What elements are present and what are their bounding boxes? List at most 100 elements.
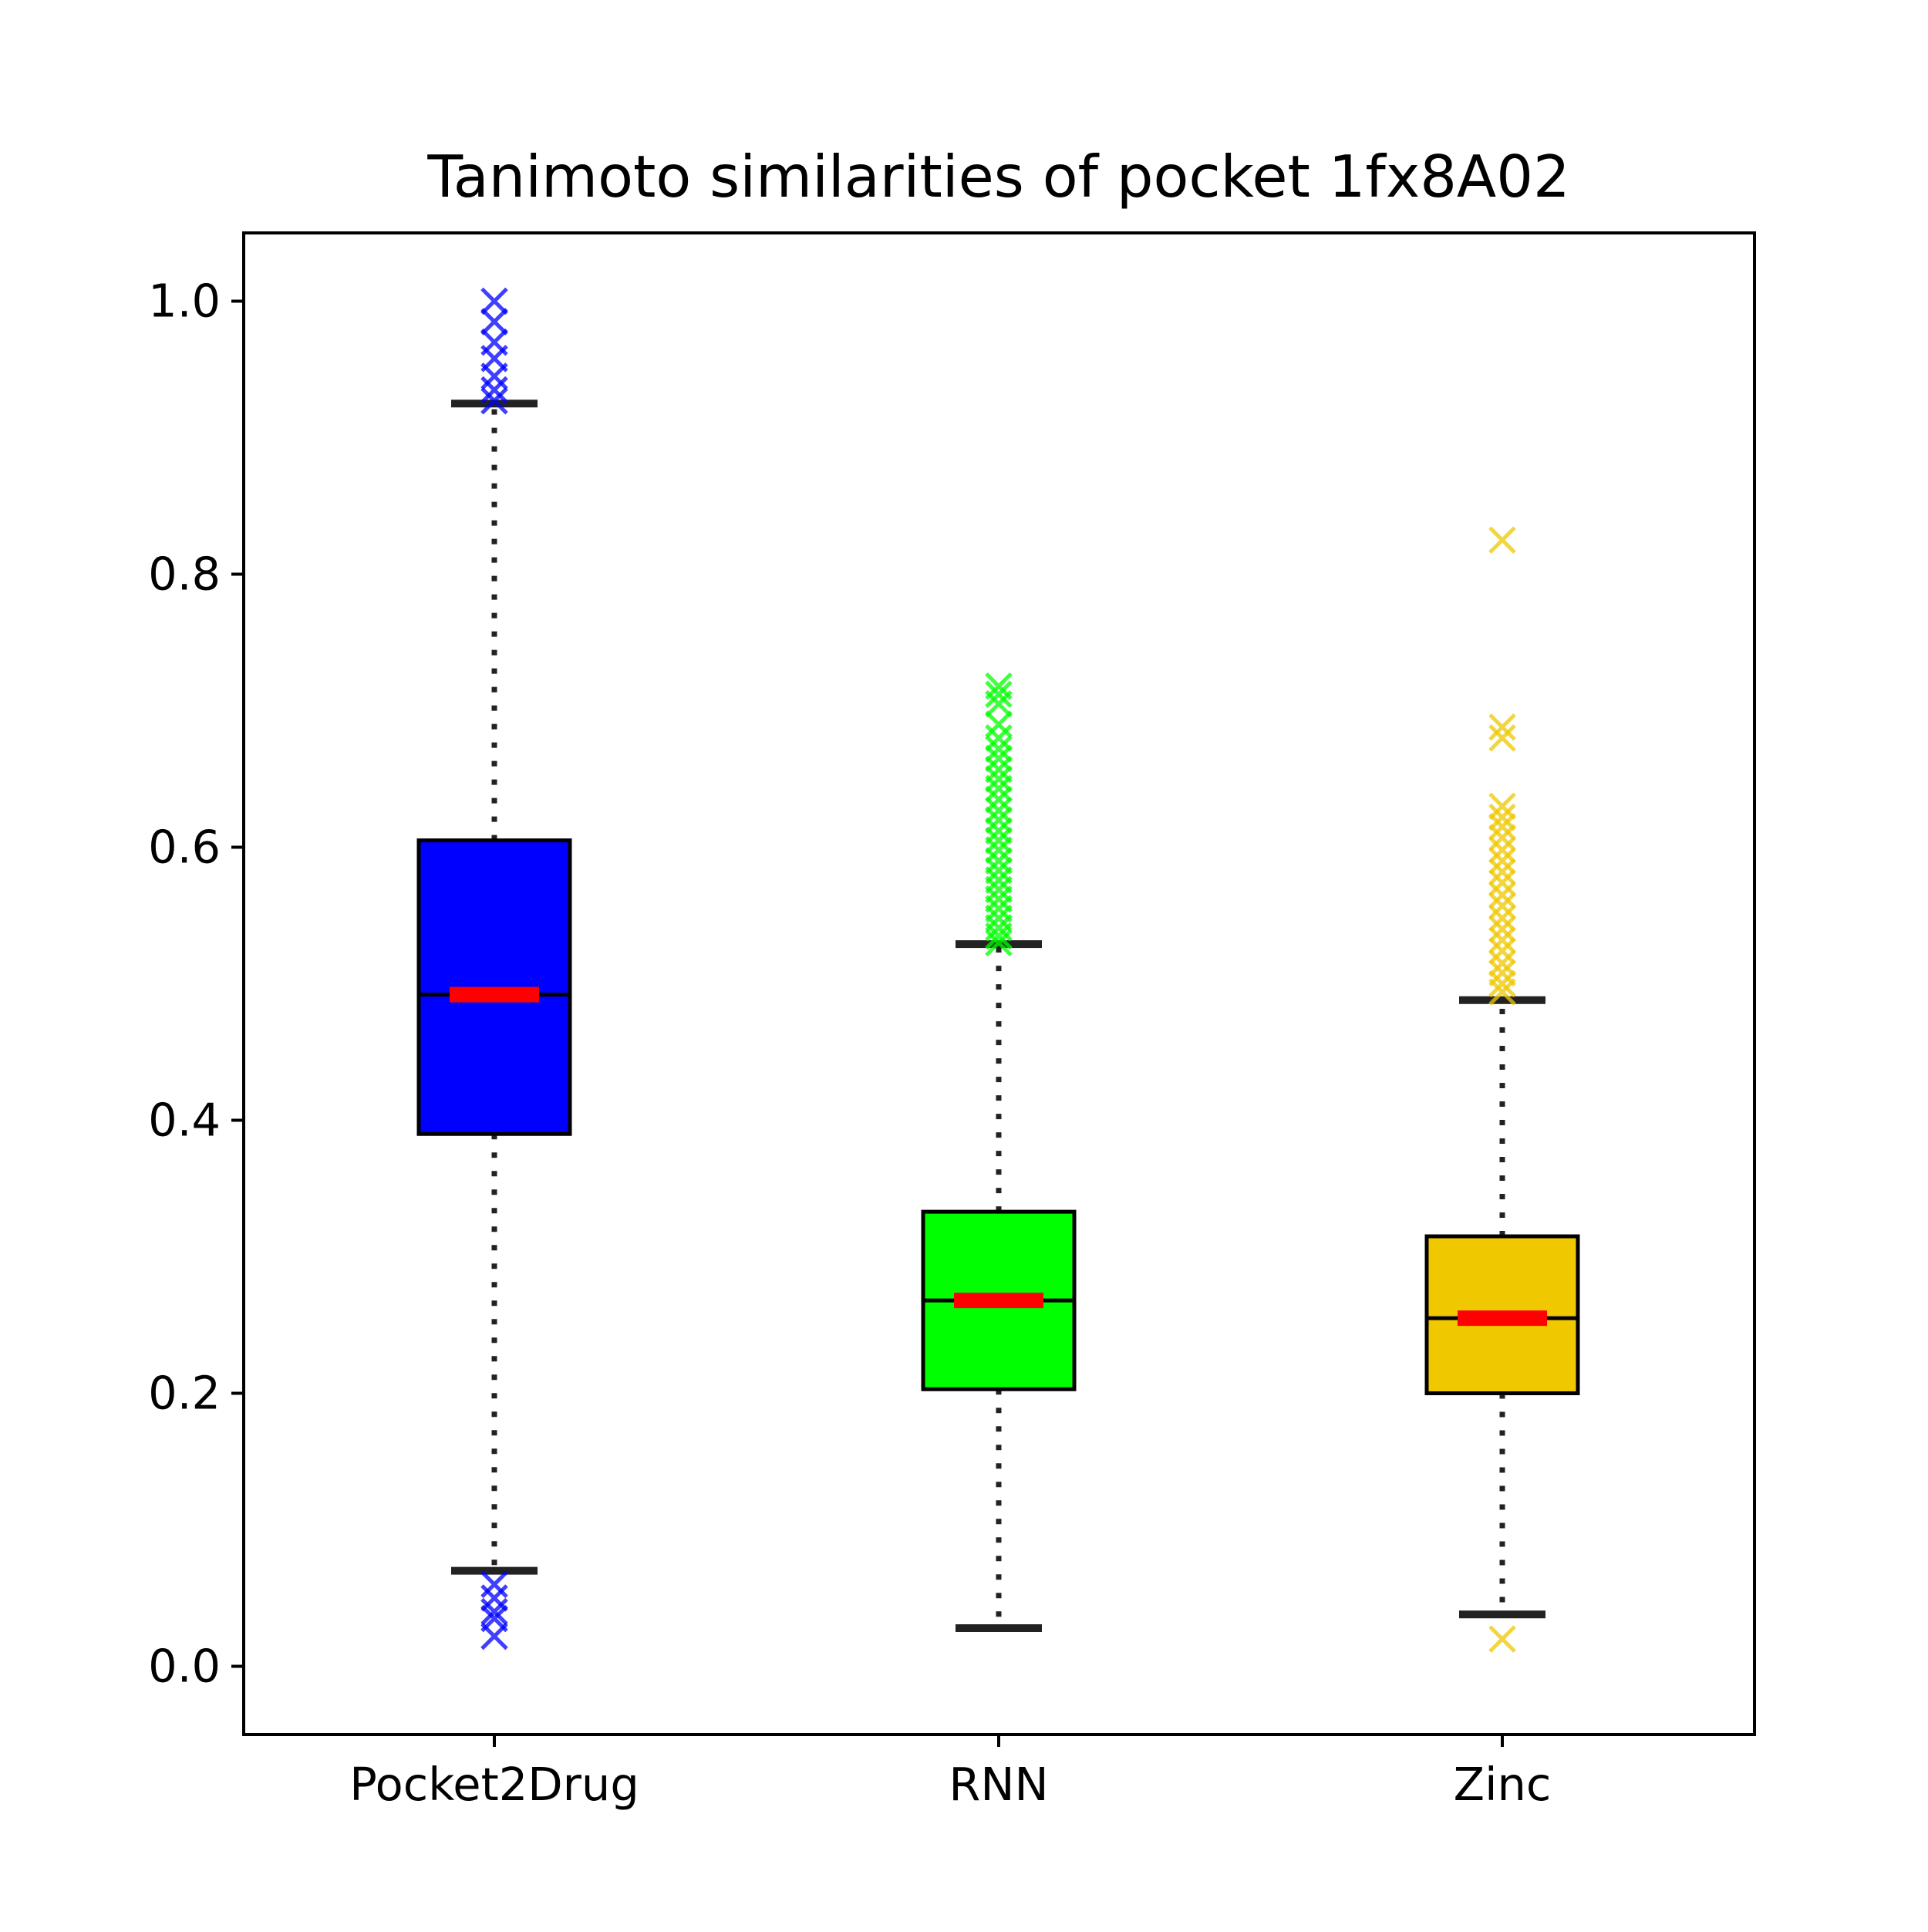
outlier-stroke	[985, 774, 1013, 803]
outlier-point	[1488, 713, 1516, 741]
outlier-point	[985, 785, 1013, 814]
outlier-stroke	[985, 765, 1013, 793]
outlier-point	[1488, 526, 1516, 555]
outlier-point	[1488, 792, 1516, 821]
outlier-stroke	[985, 836, 1013, 864]
outlier-stroke	[1488, 713, 1516, 741]
outlier-stroke	[985, 785, 1013, 814]
outlier-point	[480, 287, 508, 315]
plot-area	[416, 287, 1580, 1653]
outlier-stroke	[1488, 836, 1516, 864]
outlier-point	[1488, 937, 1516, 965]
outlier-stroke	[480, 308, 508, 335]
outlier-point	[1488, 803, 1516, 831]
outlier-stroke	[1488, 937, 1516, 965]
outlier-point	[985, 710, 1013, 738]
outlier-stroke	[1488, 868, 1516, 897]
outlier-point	[480, 362, 508, 390]
outlier-stroke	[1488, 803, 1516, 831]
y-tick-label: 0.6	[148, 821, 221, 874]
outlier-stroke	[1488, 904, 1516, 932]
y-tick-label: 0.4	[148, 1094, 221, 1147]
outlier-point	[985, 765, 1013, 793]
outlier-stroke	[1488, 978, 1516, 1006]
outlier-stroke	[1488, 926, 1516, 954]
outlier-stroke	[1488, 1625, 1516, 1653]
box-pocket2drug	[416, 287, 572, 1650]
outlier-point	[1488, 813, 1516, 841]
outlier-point	[985, 724, 1013, 752]
outlier-point	[1488, 868, 1516, 897]
outlier-point	[985, 826, 1013, 855]
outlier-point	[985, 922, 1013, 950]
y-tick-label: 1.0	[148, 275, 221, 328]
y-tick-label: 0.2	[148, 1367, 221, 1420]
outlier-point	[1488, 904, 1516, 932]
chart-title: Tanimoto similarities of pocket 1fx8A02	[426, 143, 1569, 211]
box-zinc	[1424, 526, 1580, 1653]
outlier-point	[1488, 978, 1516, 1006]
outlier-point	[1488, 969, 1516, 998]
x-tick-label: Pocket2Drug	[349, 1758, 639, 1811]
outlier-stroke	[480, 1622, 508, 1650]
outlier-stroke	[480, 287, 508, 315]
outlier-point	[1488, 926, 1516, 954]
outlier-stroke	[1488, 858, 1516, 886]
outlier-stroke	[480, 376, 508, 404]
outlier-point	[480, 386, 508, 415]
outlier-point	[985, 690, 1013, 718]
outlier-point	[1488, 1625, 1516, 1653]
outlier-point	[1488, 881, 1516, 909]
outlier-stroke	[985, 744, 1013, 773]
outlier-point	[985, 774, 1013, 803]
x-tick-label: Zinc	[1454, 1758, 1552, 1811]
outlier-point	[985, 836, 1013, 864]
outlier-stroke	[985, 724, 1013, 752]
outlier-stroke	[985, 826, 1013, 855]
outlier-stroke	[985, 922, 1013, 950]
outlier-point	[985, 735, 1013, 763]
outlier-stroke	[1488, 915, 1516, 943]
outlier-stroke	[1488, 949, 1516, 977]
outlier-point	[1488, 949, 1516, 977]
outlier-point	[1488, 724, 1516, 752]
outlier-stroke	[480, 1597, 508, 1626]
outlier-point	[985, 806, 1013, 834]
outlier-stroke	[1488, 892, 1516, 920]
outlier-point	[480, 1584, 508, 1612]
outlier-stroke	[985, 690, 1013, 718]
outlier-stroke	[480, 386, 508, 415]
outlier-stroke	[1488, 847, 1516, 875]
outlier-stroke	[1488, 792, 1516, 821]
outlier-point	[480, 1597, 508, 1626]
outlier-stroke	[985, 929, 1013, 957]
outlier-point	[1488, 836, 1516, 864]
outlier-stroke	[985, 710, 1013, 738]
outlier-point	[1488, 824, 1516, 851]
outlier-stroke	[480, 1570, 508, 1599]
outlier-stroke	[1488, 969, 1516, 998]
outlier-stroke	[985, 735, 1013, 763]
outlier-point	[985, 929, 1013, 957]
x-tick-label: RNN	[949, 1758, 1048, 1811]
outlier-stroke	[985, 796, 1013, 824]
outlier-point	[985, 796, 1013, 824]
y-tick-label: 0.0	[148, 1640, 221, 1693]
y-tick-label: 0.8	[148, 548, 221, 601]
outlier-point	[480, 1622, 508, 1650]
outlier-stroke	[1488, 881, 1516, 909]
outlier-stroke	[480, 362, 508, 390]
outlier-point	[1488, 847, 1516, 875]
outlier-stroke	[1488, 724, 1516, 752]
outlier-point	[985, 744, 1013, 773]
outlier-point	[480, 308, 508, 335]
outlier-point	[480, 1570, 508, 1599]
box-rnn	[921, 672, 1077, 1632]
outlier-stroke	[480, 1584, 508, 1612]
outlier-stroke	[1488, 813, 1516, 841]
outlier-stroke	[985, 680, 1013, 709]
axes: Pocket2Drug RNN Zinc 0.0 0.2 0.4 0.6 0.8 1.0	[148, 275, 1551, 1812]
